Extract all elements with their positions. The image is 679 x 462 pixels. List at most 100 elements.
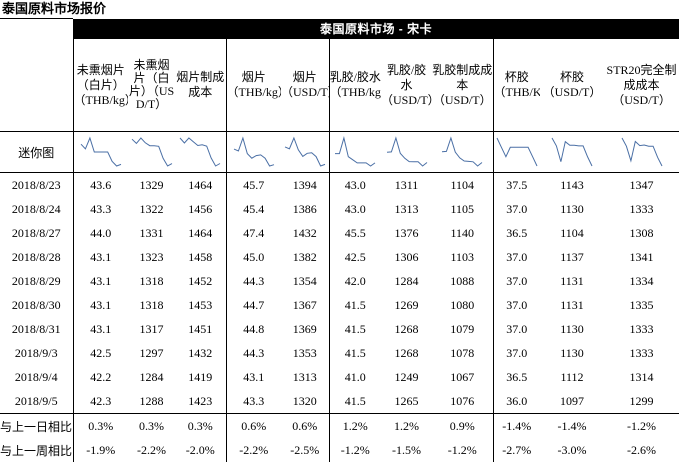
price-cell: 1297 [139, 345, 164, 360]
price-cell: 42.5 [72, 341, 128, 365]
column-header: 乳胶/胶水（USD/T） [381, 39, 432, 132]
sparkline-line [621, 137, 662, 167]
change-cell: -1.4% [540, 413, 604, 438]
price-cell: 1367 [292, 297, 317, 312]
price-cell: 1313 [394, 201, 419, 216]
price-cell: 1376 [394, 225, 419, 240]
price-cell: 41.5 [328, 293, 381, 317]
change-cell: 0.3% [72, 413, 128, 438]
sparkline-cell [432, 131, 493, 173]
sparkline [386, 136, 427, 167]
price-cell: 1299 [604, 389, 679, 414]
price-cell: 1140 [450, 225, 475, 240]
price-cell: 41.5 [328, 341, 381, 365]
price-cell: 37.5 [492, 172, 540, 197]
price-cell: 1288 [128, 389, 175, 414]
date-cell: 2018/9/4 [14, 369, 58, 384]
price-cell: 43.0 [328, 172, 381, 197]
sparkline-row: 迷你图 [0, 131, 679, 173]
sparkline [284, 136, 325, 167]
price-table: 泰国原料市场 - 宋卡 未熏烟片（白片）（THB/kg）未熏烟片（白片）（USD… [0, 18, 679, 462]
price-cell: 1386 [292, 201, 317, 216]
price-cell: 1308 [629, 225, 654, 240]
price-cell: 1131 [560, 273, 584, 288]
table-row: 2018/8/28 43.1 1323 1458 45.0 1382 42.5 1306 110… [0, 245, 679, 269]
date-cell: 2018/8/31 [11, 321, 61, 336]
price-cell: 1452 [188, 273, 213, 288]
price-cell: 43.1 [72, 269, 128, 293]
change-cell: -2.6% [627, 442, 657, 457]
price-cell: 37.0 [492, 341, 540, 365]
sparkline-line [80, 136, 121, 167]
column-header: 未熏烟片（白片）（THB/kg） [72, 39, 128, 132]
sparkline-line [284, 136, 325, 167]
price-cell: 45.7 [225, 172, 281, 197]
price-cell: 1265 [381, 389, 432, 414]
price-cell: 1354 [292, 273, 317, 288]
price-cell: 43.3 [72, 197, 128, 221]
sparkline-cell [540, 131, 604, 173]
price-cell: 1311 [394, 177, 419, 192]
change-cell: 1.2% [328, 413, 381, 438]
table-row: 2018/8/29 43.1 1318 1452 44.3 1354 42.0 1284 108… [0, 269, 679, 293]
column-header: 烟片（USD/T） [281, 39, 329, 132]
price-cell: 43.6 [72, 172, 128, 197]
change-cell: 0.3% [128, 413, 175, 438]
blank-corner [0, 18, 73, 39]
column-header: STR20完全制成成本（USD/T） [604, 39, 679, 132]
change-cell: -1.2% [328, 438, 381, 462]
sparkline [233, 136, 274, 167]
price-cell: 45.0 [225, 245, 281, 269]
price-cell: 42.0 [328, 269, 381, 293]
sparkline-label: 迷你图 [0, 131, 73, 173]
comparison-row: 与上一日相比 0.3% 0.3% 0.3% 0.6% 0.6% 1.2% 1.2% 0.9% -1… [0, 413, 679, 438]
market-header: 泰国原料市场 - 宋卡 [73, 18, 679, 39]
price-cell: 1331 [139, 225, 164, 240]
sparkline-line [335, 136, 376, 167]
price-cell: 43.3 [225, 389, 281, 414]
price-cell: 37.0 [492, 197, 540, 221]
sparkline-line [233, 136, 274, 167]
price-cell: 1306 [394, 249, 419, 264]
price-cell: 43.1 [72, 293, 128, 317]
comparison-label: 与上一日相比 [0, 413, 73, 438]
price-cell: 1322 [139, 201, 164, 216]
table-row: 2018/8/23 43.6 1329 1464 45.7 1394 43.0 1311 110… [0, 172, 679, 197]
sparkline-cell [175, 131, 226, 173]
price-cell: 37.0 [492, 269, 540, 293]
price-cell: 1078 [450, 345, 475, 360]
price-cell: 1423 [175, 389, 226, 414]
price-cell: 1284 [394, 273, 419, 288]
column-header: 乳胶/胶水（THB/kg） [328, 39, 381, 132]
header-corner [0, 39, 73, 132]
price-cell: 1320 [281, 389, 329, 414]
price-cell: 44.8 [225, 317, 281, 341]
change-cell: -2.0% [185, 442, 215, 457]
price-cell: 37.0 [492, 293, 540, 317]
column-header: 未熏烟片（白片）（USD/T） [128, 39, 175, 132]
price-cell: 1269 [394, 297, 419, 312]
date-cell: 2018/8/27 [11, 225, 61, 240]
price-cell: 1394 [292, 177, 317, 192]
sparkline-cell [128, 131, 175, 173]
column-header: 杯胶（THB/KG） [492, 39, 540, 132]
change-cell: -1.9% [72, 438, 128, 462]
change-cell: -2.2% [225, 438, 281, 462]
sparkline-line [386, 136, 427, 167]
change-cell: -1.4% [492, 413, 540, 438]
price-cell: 1088 [450, 273, 475, 288]
price-cell: 1131 [560, 297, 584, 312]
price-cell: 1284 [139, 369, 164, 384]
change-cell: -2.2% [137, 442, 166, 457]
price-cell: 1143 [560, 177, 584, 192]
price-cell: 1323 [139, 249, 164, 264]
price-cell: 1249 [394, 369, 419, 384]
price-cell: 1382 [292, 249, 317, 264]
sparkline [80, 136, 121, 167]
sparkline [551, 137, 593, 167]
price-cell: 42.2 [72, 365, 128, 389]
price-cell: 37.0 [492, 317, 540, 341]
date-cell: 2018/8/30 [11, 297, 61, 312]
price-cell: 1464 [188, 225, 213, 240]
sparkline-line [442, 136, 483, 167]
